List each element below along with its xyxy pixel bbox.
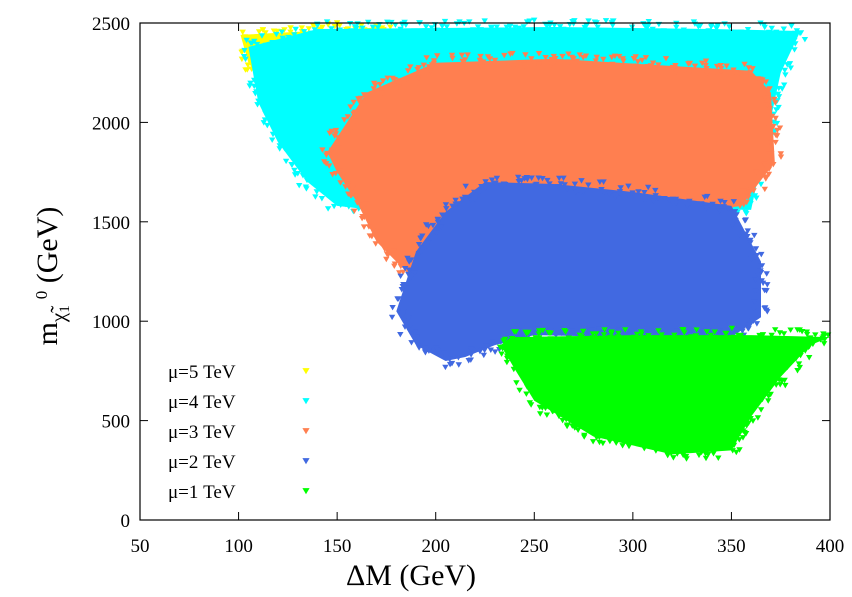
- series-5-points: [496, 325, 832, 462]
- y-axis-title-sup: 0: [32, 291, 51, 300]
- legend-label: μ=5 TeV: [168, 362, 236, 383]
- x-tick-label: 350: [717, 536, 746, 557]
- series-4-density-region: [396, 182, 761, 361]
- legend-marker: [302, 428, 310, 435]
- x-axis-title: ΔM (GeV): [346, 559, 476, 592]
- y-axis-title-main: m: [31, 322, 64, 345]
- y-tick-label: 1000: [92, 312, 130, 333]
- x-tick-label: 50: [131, 536, 150, 557]
- y-tick-label: 0: [121, 511, 131, 532]
- y-axis-title-subsub: 1: [57, 305, 73, 313]
- legend: μ=5 TeV μ=4 TeV μ=3 TeV μ=2 TeV μ=1 TeV: [168, 362, 310, 503]
- x-axis-ticks: 50 100 150 200 250 300 350 400: [131, 23, 845, 557]
- x-tick-label: 250: [520, 536, 549, 557]
- legend-marker: [302, 488, 310, 495]
- plot-frame: [139, 22, 831, 521]
- legend-label: μ=4 TeV: [168, 392, 236, 413]
- legend-marker: [302, 368, 310, 375]
- y-tick-label: 2000: [92, 113, 130, 134]
- series-4-markers: [388, 174, 771, 371]
- series-4-points: [388, 174, 771, 371]
- legend-marker: [302, 458, 310, 465]
- x-tick-label: 200: [421, 536, 450, 557]
- y-tick-label: 2500: [92, 14, 130, 35]
- legend-label: μ=1 TeV: [168, 482, 236, 503]
- y-axis-title-unit: (GeV): [31, 207, 64, 291]
- legend-label: μ=3 TeV: [168, 422, 236, 443]
- legend-label: μ=2 TeV: [168, 452, 236, 473]
- series-5-markers: [496, 325, 832, 462]
- series-5-density-region: [500, 335, 830, 455]
- y-tick-label: 1500: [92, 213, 130, 234]
- x-tick-label: 300: [619, 536, 648, 557]
- series-2-markers: [241, 17, 809, 222]
- x-tick-label: 100: [224, 536, 253, 557]
- y-axis-title: mχ̃10 (GeV): [31, 207, 73, 346]
- x-tick-label: 150: [323, 536, 352, 557]
- data-points-layer: [238, 17, 832, 462]
- legend-marker: [302, 398, 310, 405]
- y-tick-label: 500: [102, 412, 131, 433]
- x-tick-label: 400: [816, 536, 845, 557]
- y-axis-ticks: 0 500 1000 1500 2000 2500: [92, 14, 830, 532]
